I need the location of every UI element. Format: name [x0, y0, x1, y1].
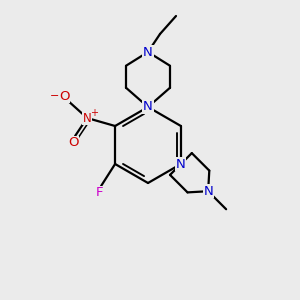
- Text: O: O: [68, 136, 78, 149]
- Text: N: N: [143, 100, 153, 113]
- Text: +: +: [90, 108, 98, 118]
- Text: −: −: [50, 91, 59, 101]
- Text: N: N: [176, 158, 186, 170]
- Text: F: F: [95, 187, 103, 200]
- Text: N: N: [203, 185, 213, 198]
- Text: N: N: [143, 46, 153, 59]
- Text: N: N: [83, 112, 92, 124]
- Text: O: O: [59, 89, 69, 103]
